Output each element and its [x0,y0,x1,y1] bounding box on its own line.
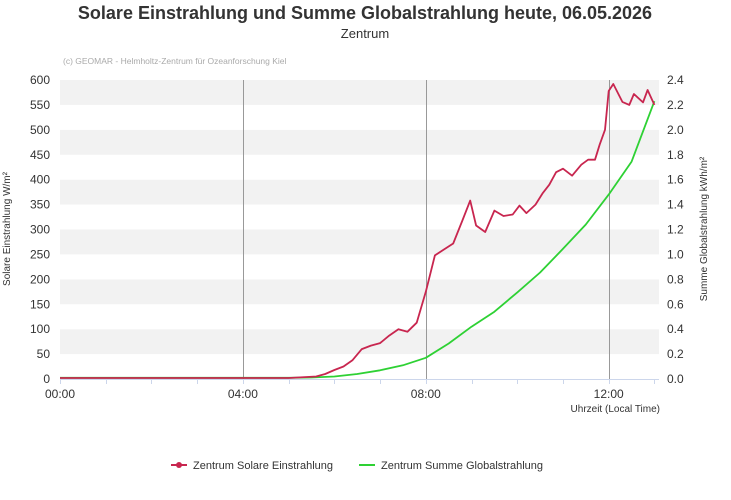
grid-band [60,104,659,130]
series-line-solar [60,83,656,379]
y-left-tick-label: 500 [30,123,50,137]
y-right-tick-label: 2.4 [667,73,684,87]
y-right-tick-label: 0.2 [667,347,684,361]
legend-item-global-sum[interactable]: Zentrum Summe Globalstrahlung [359,460,543,472]
y-left-tick-label: 550 [30,98,50,112]
y-right-tick-label: 0.6 [667,297,684,311]
grid-band [60,254,659,280]
x-tick-label: 00:00 [45,387,75,401]
y-left-tick-label: 250 [30,247,50,261]
y-right-tick-label: 1.4 [667,198,684,212]
y-axis-right-title: Summe Globalstrahlung kWh/m² [699,156,710,301]
y-left-tick-label: 600 [30,73,50,87]
plot-bands [60,80,659,379]
y-left-tick-label: 400 [30,173,50,187]
y-left-tick-label: 200 [30,272,50,286]
y-right-tick-label: 1.2 [667,223,684,237]
y-right-tick-label: 0.4 [667,322,684,336]
legend-item-solar[interactable]: Zentrum Solare Einstrahlung [171,460,333,472]
chart-subtitle: Zentrum [341,26,389,41]
grid-band [60,329,659,355]
y-axis-left-title: Solare Einstrahlung W/m² [2,171,13,286]
y-left-tick-label: 350 [30,198,50,212]
grid-band [60,354,659,379]
legend: Zentrum Solare Einstrahlung Zentrum Summ… [171,460,543,472]
grid-band [60,80,659,105]
chart-title: Solare Einstrahlung und Summe Globalstra… [78,3,652,23]
y-right-tick-label: 2.2 [667,98,684,112]
y-right-tick-label: 0.0 [667,372,684,386]
y-right-tick-label: 0.8 [667,272,684,286]
y-right-tick-label: 1.8 [667,148,684,162]
y-axis-right-ticks: 0.0 0.2 0.4 0.6 0.8 1.0 1.2 1.4 1.6 1.8 2.0 2.2 2.4 [667,73,684,386]
x-axis-ticks: 00:00 04:00 08:00 12:00 [45,379,655,401]
y-axis-left-ticks: 0 50 100 150 200 250 300 350 400 450 500 550 600 [30,73,50,386]
x-tick-label: 04:00 [228,387,258,401]
legend-marker-solar [176,462,182,468]
y-left-tick-label: 0 [43,372,50,386]
series-group [60,83,656,379]
chart-credit: (c) GEOMAR - Helmholtz-Zentrum für Ozean… [63,56,287,66]
grid-band [60,279,659,305]
y-right-tick-label: 2.0 [667,123,684,137]
y-left-tick-label: 300 [30,223,50,237]
grid-band [60,229,659,255]
grid-band [60,179,659,205]
grid-band [60,304,659,330]
y-left-tick-label: 100 [30,322,50,336]
y-right-tick-label: 1.6 [667,173,684,187]
x-tick-label: 12:00 [594,387,624,401]
y-left-tick-label: 450 [30,148,50,162]
y-right-tick-label: 1.0 [667,247,684,261]
legend-label-solar: Zentrum Solare Einstrahlung [193,460,333,472]
grid-band [60,154,659,180]
x-tick-label: 08:00 [411,387,441,401]
legend-label-global-sum: Zentrum Summe Globalstrahlung [381,460,543,472]
grid-band [60,204,659,230]
x-grid-lines [243,80,610,379]
x-axis-title: Uhrzeit (Local Time) [571,404,660,415]
grid-band [60,129,659,155]
y-left-tick-label: 50 [37,347,51,361]
y-left-tick-label: 150 [30,297,50,311]
